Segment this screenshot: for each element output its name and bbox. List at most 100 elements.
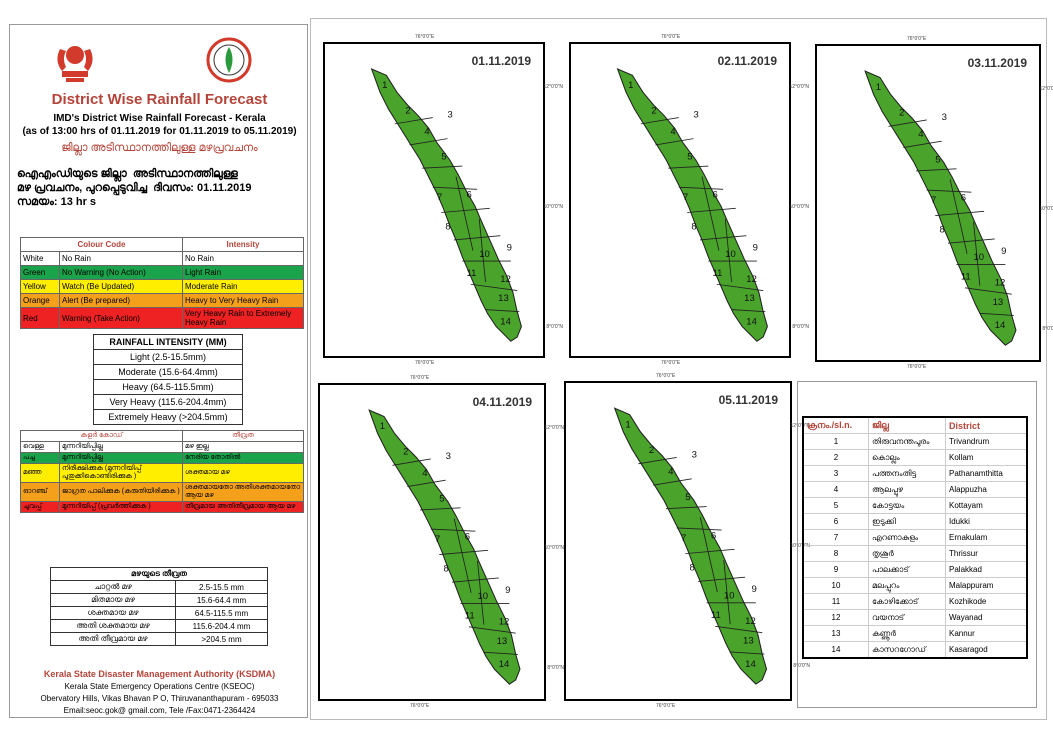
colour-name-ml: മഞ്ഞ	[20, 463, 60, 483]
colour-action-ml: മുന്നറിയിപ്പില്ല	[59, 452, 183, 464]
district-number-label: 8	[691, 221, 696, 232]
district-number-label: 13	[498, 293, 509, 304]
intensity-range-ml: 64.5-115.5 mm	[175, 606, 268, 620]
colour-action: No Rain	[59, 251, 183, 266]
centre-name: Kerala State Emergency Operations Centre…	[64, 682, 255, 691]
district-legend-frame	[797, 381, 1037, 708]
district-number-label: 1	[876, 82, 881, 93]
intensity-name-ml: അതി ശക്തമായ മഴ	[50, 619, 176, 633]
district-number-label: 7	[681, 533, 686, 544]
district-boundary	[451, 577, 499, 583]
district-boundary	[723, 559, 731, 625]
colour-action-ml: നിരീക്ഷിക്കുക (മുന്നറിയിപ്പ് പുതുക്കികൊണ…	[59, 463, 183, 483]
district-number-label: 10	[725, 249, 736, 260]
district-number-label: 3	[692, 449, 697, 460]
district-number-label: 12	[499, 617, 510, 628]
district-name-ml: കോട്ടയം	[868, 497, 946, 514]
kerala-emblem-logo	[57, 46, 93, 82]
district-boundary	[422, 165, 463, 169]
district-number-label: 6	[961, 193, 966, 204]
district-boundary	[392, 458, 431, 466]
district-number-label: 6	[465, 532, 470, 543]
intensity-name-ml: ശക്തമായ മഴ	[50, 606, 176, 620]
lon-label-top: 76°0'0"E	[415, 34, 435, 40]
district-number-label: 4	[424, 126, 429, 137]
kerala-outline	[613, 407, 768, 685]
colour-code-row-ml: ചുവപ്പ് മുന്നറിയിപ്പ് (പ്രവർത്തിക്കുക ) തീ…	[20, 501, 304, 513]
intensity-row-ml: അതി തീവ്രമായ മഴ >204.5 mm	[50, 632, 268, 646]
district-boundary	[432, 186, 478, 190]
sl-header: ക്രനം./sl.n.	[802, 416, 869, 434]
district-number-label: 7	[437, 192, 442, 203]
district-name-ml: പത്തനംതിട്ട	[868, 465, 946, 482]
district-boundary	[394, 117, 433, 125]
lat-label-top: 12°0'0"N	[543, 84, 563, 90]
district-boundary	[903, 140, 942, 149]
district-boundary	[730, 651, 765, 655]
district-boundary	[455, 176, 474, 251]
kerala-outline	[368, 409, 521, 685]
colour-intensity: No Rain	[182, 251, 304, 266]
intensity-row-ml: ശക്തമായ മഴ 64.5-115.5 mm	[50, 606, 268, 620]
district-boundary	[439, 549, 489, 555]
intensity-range-ml: >204.5 mm	[175, 632, 268, 646]
district-row: 1 തിരുവനന്തപുരം Trivandrum	[802, 433, 1028, 450]
district-number: 13	[802, 625, 869, 642]
lat-label-bottom: 8°0'0"N	[547, 665, 564, 671]
district-boundary	[453, 235, 501, 241]
district-number-label: 4	[422, 468, 428, 479]
district-number-label: 2	[649, 445, 654, 456]
district-boundary	[685, 548, 735, 555]
district-number-label: 5	[439, 493, 444, 504]
colour-code-table-ml: കളർ കോഡ് തീവ്രത വെള്ള മുന്നറിയിപ്പില്ല മഴ …	[20, 430, 304, 513]
district-number-label: 13	[993, 297, 1004, 308]
district-ml-header: ജില്ല	[868, 416, 946, 434]
lat-label-bottom: 8°0'0"N	[793, 663, 810, 669]
district-row: 2 കൊല്ലം Kollam	[802, 449, 1028, 466]
colour-action: Watch (Be Updated)	[59, 279, 183, 294]
district-boundary	[678, 186, 724, 190]
lat-label-mid: 10°0'0"N	[544, 545, 564, 551]
intensity-name-ml: ചാറ്റൽ മഴ	[50, 580, 176, 594]
district-number: 12	[802, 609, 869, 626]
lon-label-bottom: 76°0'0"E	[907, 364, 927, 370]
district-row: 8 തൃശൂർ Thrissur	[802, 545, 1028, 562]
colour-code-row: Red Warning (Take Action) Very Heavy Rain …	[20, 307, 304, 329]
colour-code-row: Orange Alert (Be prepared) Heavy to Very H…	[20, 293, 304, 308]
colour-action-ml: മുന്നറിയിപ്പില്ല	[59, 441, 183, 453]
colour-action: Alert (Be prepared)	[59, 293, 183, 308]
district-number: 14	[802, 641, 869, 659]
district-number-label: 1	[382, 80, 387, 91]
map-date: 05.11.2019	[718, 393, 778, 407]
lat-label-mid: 10°0'0"N	[1039, 206, 1053, 212]
district-number-label: 12	[746, 274, 757, 285]
district-number-label: 12	[745, 616, 756, 627]
intensity-range: Heavy (64.5-115.5mm)	[93, 379, 243, 395]
district-number: 9	[802, 561, 869, 578]
intensity-range-ml: 2.5-15.5 mm	[175, 580, 268, 594]
colour-code-table: Colour Code Intensity White No Rain No Rai…	[20, 237, 304, 329]
colour-code-row-ml: പച്ച മുന്നറിയിപ്പില്ല നേരിയ തോതിൽ	[20, 452, 304, 464]
district-boundary	[935, 210, 985, 216]
district-name: Trivandrum	[945, 433, 1028, 450]
district-name-ml: കണ്ണൂർ	[868, 625, 946, 642]
kerala-outline	[370, 68, 522, 342]
lon-label-bottom: 76°0'0"E	[661, 360, 681, 366]
map-date: 03.11.2019	[967, 56, 1027, 70]
district-number: 6	[802, 513, 869, 530]
district-name: Pathanamthitta	[945, 465, 1028, 482]
district-name: Idukki	[945, 513, 1028, 530]
district-boundary	[468, 626, 516, 634]
district-number-label: 10	[973, 252, 984, 263]
district-number-label: 8	[939, 225, 944, 236]
intensity-row-ml: ചാറ്റൽ മഴ 2.5-15.5 mm	[50, 580, 268, 594]
lon-label-top: 76°0'0"E	[907, 36, 927, 42]
district-boundary	[947, 238, 995, 244]
district-number-label: 11	[711, 610, 721, 621]
map-date: 02.11.2019	[717, 54, 777, 68]
district-row: 5 കോട്ടയം Kottayam	[802, 497, 1028, 514]
district-name-ml: ആലപ്പുഴ	[868, 481, 946, 498]
